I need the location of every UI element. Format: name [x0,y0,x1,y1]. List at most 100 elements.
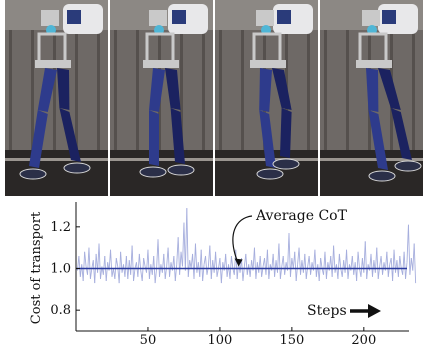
robot-right-shin [280,108,292,158]
cot-step-segment [98,243,101,279]
cot-step-segment [288,233,291,277]
cot-step-segment [84,251,87,267]
cot-step-segment [357,251,360,269]
cot-step-segment [169,262,172,277]
cot-step-segment [125,255,129,279]
cot-step-segment [225,253,228,277]
robot-right-shoe [394,160,422,172]
robot-head [41,10,59,26]
cot-step-segment [255,262,258,279]
cot-step-segment [289,258,293,277]
pipe [219,30,222,150]
cot-step-segment [298,247,301,275]
cot-step-segment [366,264,369,279]
cot-step-segment [141,258,145,282]
cot-step-segment [380,255,383,275]
cot-step-segment [78,255,81,277]
robot-head [256,10,274,26]
cot-step-segment [202,264,205,282]
cot-step-segment [89,268,93,279]
cot-step-segment [338,253,342,269]
robot [19,10,91,180]
x-tick-label: 200 [351,333,376,345]
cot-step-segment [205,255,208,275]
cot-step-segment [118,251,122,284]
robot-left-shin [149,110,159,166]
pipe [346,30,349,150]
cot-step-segment [405,262,408,279]
cot-step-segment [137,253,140,277]
robot-right-thigh [165,68,181,110]
cot-step-segment [320,258,323,269]
robot-right-shin [390,108,412,160]
y-axis-label: Cost of transport [29,211,44,324]
cot-step-segment [278,243,281,279]
cot-step-segment [220,262,224,284]
robot-right-shoe [272,158,300,170]
robot-right-thigh [272,68,292,110]
photo-frame [215,0,318,196]
cot-step-segment [219,258,222,284]
pipe [202,30,205,150]
photo-frame [320,0,423,196]
cot-step-segment [200,249,204,282]
robot-pelvis [35,60,71,68]
cot-step-segment [318,258,322,282]
cost-of-transport-chart: 0.8 1.0 1.2 50 100 150 200 Average CoT Steps C… [0,198,428,345]
cot-step-segment [304,253,307,279]
cot-step-segment [154,268,158,284]
cot-step-segment [254,247,257,279]
robot-left-shin [259,110,276,168]
pipe [412,30,415,150]
cot-step-segment [331,245,335,277]
cot-step-segment [215,251,218,277]
average-cot-annotation: Average CoT [255,208,348,224]
cot-step-segment [209,245,212,279]
x-tick-label: 50 [140,333,157,345]
cot-step-segment [182,222,185,267]
y-tick-label: 1.2 [50,220,71,235]
robot-left-shin [29,110,48,168]
robot-right-shoe [63,162,91,174]
floor-line [110,158,213,161]
equipment-panel [172,10,186,24]
cot-step-segment [266,249,270,279]
robot-left-shin [368,110,388,170]
cot-step-segment [206,266,209,275]
x-tick-label: 150 [279,333,304,345]
cot-step-segment [184,208,188,271]
cot-step-segment [245,253,248,275]
robot-photo [5,0,108,196]
cot-step-segment [115,258,119,267]
cot-step-segment [325,262,329,279]
cot-step-segment [351,255,355,275]
cot-step-segment [324,251,327,279]
cot-step-segment [409,258,412,275]
average-cot-arrow [232,215,253,265]
cot-step-segment [308,255,312,275]
cot-step-segment [124,255,127,277]
cot-step-segment [159,264,162,277]
cot-step-segment [259,255,263,277]
equipment-panel [382,10,396,24]
cot-step-segment [163,253,166,279]
pipe [9,30,12,150]
y-tick-label: 0.8 [50,303,71,318]
robot-right-shin [170,108,185,164]
photo-frame [110,0,213,196]
robot-photo [110,0,213,196]
cot-step-segment [230,255,234,269]
cot-step-segment [241,258,244,282]
cot-step-segment [105,262,109,282]
cot-step-segment [133,268,136,282]
pipe [97,30,100,150]
equipment-panel [277,10,291,24]
cot-step-segment [337,253,340,279]
floor-line [320,158,423,161]
cot-step-segment [300,260,303,275]
cot-step-segment [153,255,156,284]
cot-step-segment [147,249,150,279]
cot-step-segment [131,245,135,282]
steps-annotation: Steps [307,303,347,319]
pipe [180,30,183,150]
